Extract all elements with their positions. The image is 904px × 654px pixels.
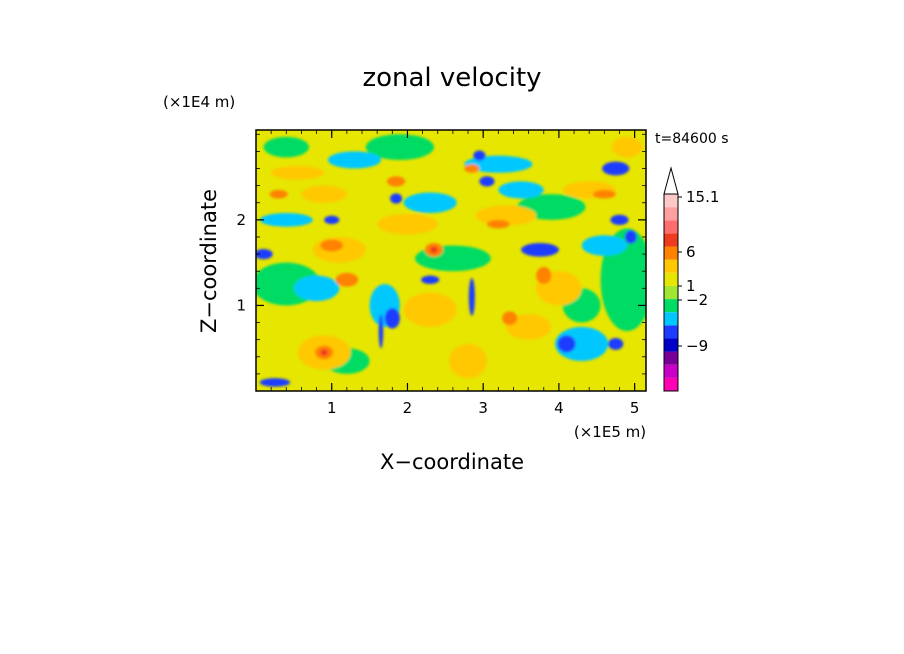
x-tick-label: 2 [403,399,413,417]
contour-blob [263,136,310,158]
colorbar-segment [664,246,678,260]
contour-blob [473,150,486,161]
x-unit-label: (×1E5 m) [574,423,646,441]
contour-blob [365,134,434,160]
colorbar-segment [664,194,678,208]
y-axis-label: Z−coordinate [197,189,221,333]
colorbar-segment [664,259,678,273]
colorbar-segment [664,207,678,221]
contour-blob [377,213,438,235]
heatmap-field [256,130,646,391]
x-tick-label: 4 [554,399,564,417]
colorbar-segment [664,233,678,247]
contour-blob [602,161,630,176]
y-unit-label: (×1E4 m) [163,93,235,111]
contour-blob [271,165,325,180]
x-tick-label: 5 [630,399,640,417]
contour-blob [592,189,616,199]
contour-blob [378,313,384,349]
contour-blob [468,278,475,316]
contour-blob [449,343,487,379]
time-label: t=84600 s [655,131,729,147]
contour-blob [521,242,559,257]
contour-blob [486,219,510,229]
colorbar-segment [664,220,678,234]
contour-blob [498,181,544,199]
contour-blob [324,215,340,225]
contour-blob [403,192,457,214]
contour-blob [259,213,313,227]
y-tick-label: 1 [236,296,246,314]
contour-blob [327,151,381,169]
colorbar-segment [664,351,678,365]
contour-blob [269,189,288,199]
colorbar-segment [664,285,678,300]
contour-blob [611,136,643,158]
contour-blob [475,205,537,226]
x-tick-label: 3 [478,399,488,417]
contour-blob [301,185,347,203]
colorbar-extend-arrow [663,166,679,195]
colorbar-segment [664,338,678,352]
colorbar-segment [664,272,678,286]
chart-title: zonal velocity [362,63,541,93]
contour-blob [256,248,273,260]
x-axis-label: X−coordinate [380,450,524,474]
contour-blob [335,272,359,287]
colorbar-label: −2 [686,291,708,309]
colorbar-frame [663,193,679,392]
contour-blob [608,337,624,350]
contour-blob [259,378,291,387]
x-axis: 1 2 3 4 5 [270,130,640,417]
colorbar-label: 15.1 [686,188,719,206]
contour-blob [555,326,609,362]
contour-blob [320,349,328,356]
contour-blob [293,275,340,302]
contour-blob [624,230,637,244]
colorbar-label: 6 [686,243,696,261]
colorbar-label: −9 [686,337,708,355]
colorbar-segment [664,299,678,313]
contour-blob [505,313,552,340]
contour-blob [320,239,344,252]
colorbar-segment [664,377,678,391]
contour-blob [502,311,518,326]
colorbar: 15.1 6 1−2 −9 [663,166,719,392]
contour-blob [390,193,403,204]
contour-blob [557,335,576,353]
y-axis: 12 [236,133,646,375]
contour-blob [387,176,406,187]
colorbar-label: 1 [686,277,696,295]
contour-blob [479,176,495,187]
contour-blob [581,235,628,256]
contour-blob [421,275,440,285]
y-tick-label: 2 [236,211,246,229]
colorbar-segment [664,312,678,326]
contour-blob [464,164,480,173]
contour-blob [403,292,457,327]
plot-frame [255,129,647,392]
colorbar-segment [664,364,678,378]
colorbar-segment [664,325,678,339]
contour-blob [384,307,400,329]
contour-blob [536,266,552,285]
x-tick-label: 1 [327,399,337,417]
contour-blob [430,246,438,254]
contour-blob [610,214,629,225]
